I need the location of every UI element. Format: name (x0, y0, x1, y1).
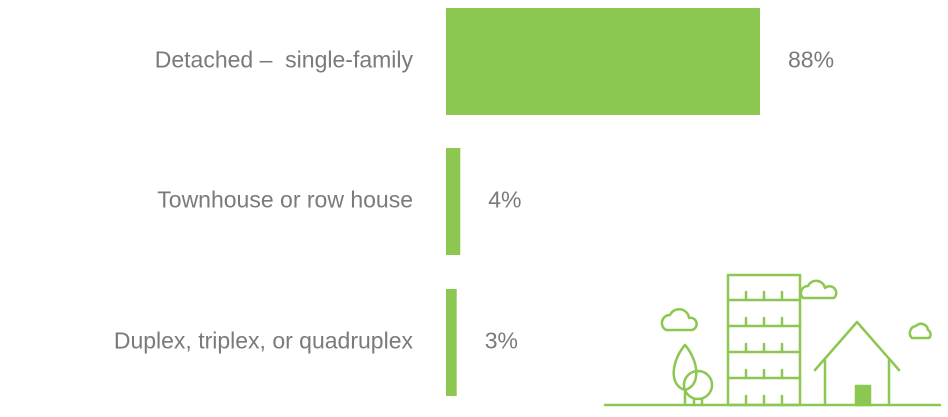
category-label: Duplex, triplex, or quadruplex (114, 328, 414, 354)
bar (446, 148, 460, 255)
bar (446, 8, 760, 115)
value-label: 4% (488, 187, 521, 213)
category-label: Detached – single-family (155, 47, 414, 73)
bar (446, 289, 457, 396)
value-label: 88% (788, 47, 834, 73)
value-label: 3% (485, 328, 518, 354)
category-label: Townhouse or row house (157, 187, 413, 213)
illustration (605, 275, 940, 405)
chart: Detached – single-family 88% Townhouse or … (0, 0, 948, 412)
